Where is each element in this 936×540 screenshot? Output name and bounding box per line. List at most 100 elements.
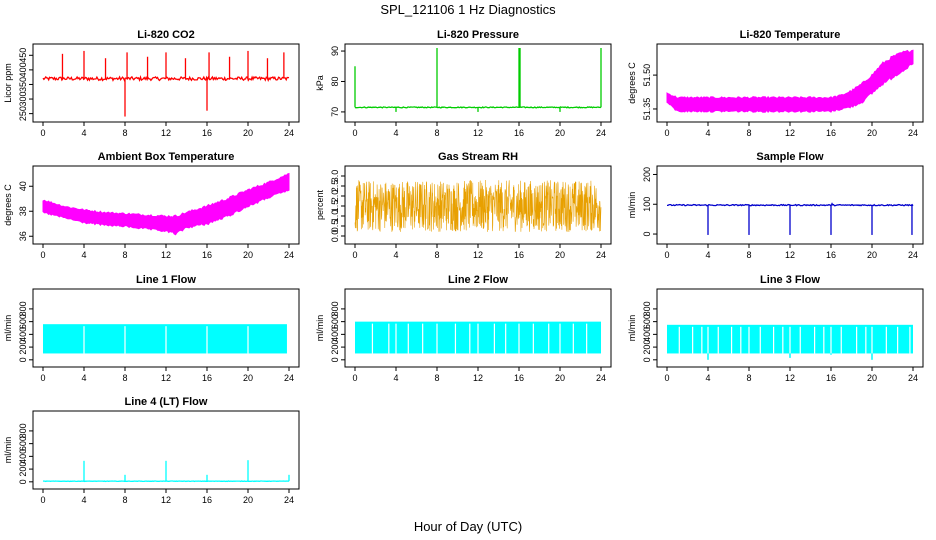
y-tick-label: 0 <box>18 357 28 362</box>
x-tick-label: 16 <box>514 373 524 383</box>
x-tick-label: 4 <box>705 128 710 138</box>
x-tick-label: 12 <box>161 373 171 383</box>
y-tick-label: 250 <box>18 106 28 121</box>
y-tick-label: 100 <box>642 197 652 212</box>
x-axis: 0 4 8 12 16 20 24 <box>352 122 606 138</box>
x-tick-label: 12 <box>161 128 171 138</box>
x-tick-label: 24 <box>284 495 294 505</box>
y-tick-label: 36 <box>18 231 28 241</box>
x-tick-label: 16 <box>202 373 212 383</box>
data-series <box>42 172 290 236</box>
x-tick-label: 16 <box>826 250 836 260</box>
x-tick-label: 20 <box>867 250 877 260</box>
panel-3: Li-820 Temperature 0 4 8 12 16 20 24 51.35 51.50 d… <box>627 29 924 138</box>
panel-6: Sample Flow 0 4 8 12 16 20 24 0 100 200 ml/min <box>627 151 924 260</box>
x-axis: 0 4 8 12 16 20 24 <box>40 367 294 383</box>
y-tick-label: 400 <box>642 327 652 342</box>
y-tick-label: 90 <box>330 46 340 56</box>
series-band <box>666 49 914 114</box>
figure-title: SPL_121106 1 Hz Diagnostics <box>380 2 556 17</box>
series-line <box>354 179 602 232</box>
y-tick-label: 3.0 <box>330 170 340 183</box>
x-tick-label: 8 <box>434 250 439 260</box>
y-tick-label: 200 <box>330 340 340 355</box>
y-tick-label: 300 <box>18 92 28 107</box>
x-tick-label: 24 <box>284 250 294 260</box>
x-tick-label: 0 <box>352 373 357 383</box>
x-tick-label: 8 <box>746 250 751 260</box>
x-tick-label: 20 <box>243 495 253 505</box>
y-tick-label: 0.0 <box>330 230 340 243</box>
x-tick-label: 20 <box>867 373 877 383</box>
x-tick-label: 16 <box>826 128 836 138</box>
x-tick-label: 24 <box>908 373 918 383</box>
x-tick-label: 0 <box>40 250 45 260</box>
y-axis-label: degrees C <box>627 62 637 104</box>
panel-title: Line 3 Flow <box>760 274 820 286</box>
x-axis: 0 4 8 12 16 20 24 <box>40 489 294 505</box>
x-axis: 0 4 8 12 16 20 24 <box>352 244 606 260</box>
y-tick-label: 51.50 <box>642 64 652 87</box>
x-tick-label: 24 <box>908 250 918 260</box>
y-tick-label: 200 <box>642 167 652 182</box>
x-tick-label: 0 <box>352 250 357 260</box>
y-tick-label: 600 <box>642 314 652 329</box>
x-tick-label: 8 <box>746 128 751 138</box>
panel-10: Line 4 (LT) Flow 0 4 8 12 16 20 24 0 200400600800… <box>3 396 300 505</box>
x-tick-label: 12 <box>473 250 483 260</box>
plot-frame <box>32 165 300 245</box>
panel-2: Li-820 Pressure 0 4 8 12 16 20 24 70 80 90 kPa <box>315 29 612 138</box>
y-axis: 0 100 200 <box>642 167 657 237</box>
y-tick-label: 600 <box>330 314 340 329</box>
x-tick-label: 4 <box>81 250 86 260</box>
y-tick-label: 800 <box>642 301 652 316</box>
y-tick-label: 600 <box>18 436 28 451</box>
x-tick-label: 20 <box>243 250 253 260</box>
y-axis: 51.35 51.50 <box>642 64 657 120</box>
y-axis-label: Licor ppm <box>3 63 13 103</box>
y-tick-label: 2.0 <box>330 190 340 203</box>
x-axis: 0 4 8 12 16 20 24 <box>664 244 918 260</box>
x-tick-label: 4 <box>393 128 398 138</box>
x-tick-label: 16 <box>826 373 836 383</box>
y-tick-label: 0 <box>642 232 652 237</box>
x-tick-label: 12 <box>161 495 171 505</box>
x-tick-label: 24 <box>596 128 606 138</box>
y-tick-label: 450 <box>18 48 28 63</box>
x-tick-label: 8 <box>122 128 127 138</box>
data-series <box>43 324 287 354</box>
x-tick-label: 8 <box>122 373 127 383</box>
y-axis-label: ml/min <box>315 315 325 342</box>
data-series <box>42 460 290 483</box>
x-tick-label: 0 <box>664 128 669 138</box>
x-tick-label: 12 <box>785 128 795 138</box>
x-axis: 0 4 8 12 16 20 24 <box>40 244 294 260</box>
y-tick-label: 200 <box>18 340 28 355</box>
x-tick-label: 16 <box>514 128 524 138</box>
panel-title: Li-820 CO2 <box>137 29 194 41</box>
y-tick-label: 0 <box>642 357 652 362</box>
x-tick-label: 20 <box>867 128 877 138</box>
x-tick-label: 20 <box>243 128 253 138</box>
data-series <box>354 179 602 232</box>
x-tick-label: 16 <box>202 128 212 138</box>
x-tick-label: 0 <box>40 128 45 138</box>
x-tick-label: 0 <box>664 250 669 260</box>
y-tick-label: 1.0 <box>330 210 340 223</box>
y-axis: 36 38 40 <box>18 181 33 241</box>
x-tick-label: 24 <box>596 250 606 260</box>
x-tick-label: 12 <box>473 128 483 138</box>
y-tick-label: 800 <box>330 301 340 316</box>
figure-x-axis-label: Hour of Day (UTC) <box>414 519 522 534</box>
y-tick-label: 51.35 <box>642 98 652 121</box>
x-axis: 0 4 8 12 16 20 24 <box>40 122 294 138</box>
y-tick-label: 0 <box>18 479 28 484</box>
x-tick-label: 0 <box>664 373 669 383</box>
y-tick-label: 80 <box>330 76 340 86</box>
